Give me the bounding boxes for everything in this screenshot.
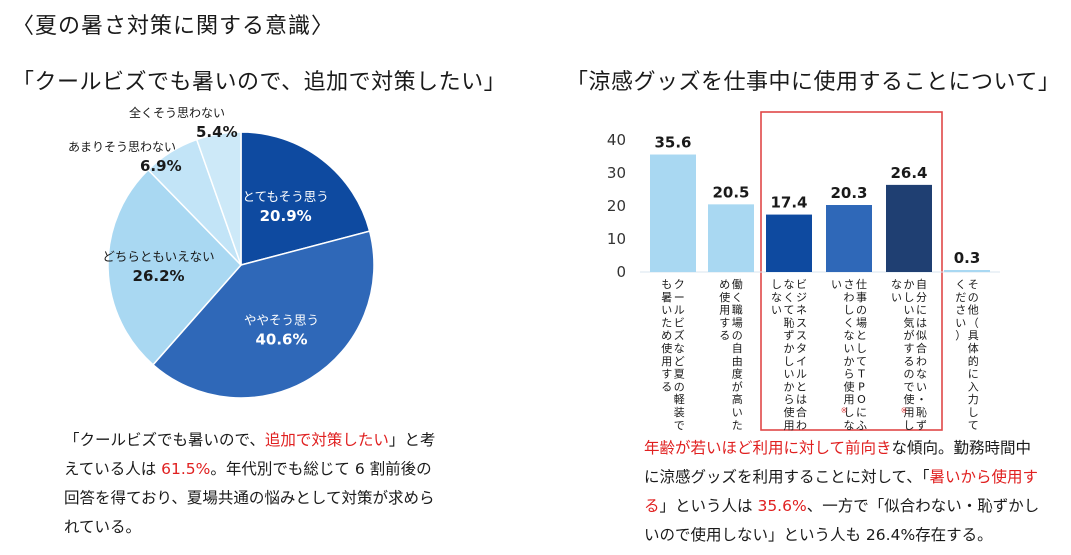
category-label: ビジネススタイルとは合わなくて恥ずかしいから使用しない bbox=[771, 278, 807, 432]
asterisk-mark: ※ bbox=[841, 406, 848, 415]
highlight-box bbox=[760, 111, 943, 431]
pie-slice-value: 6.9% bbox=[140, 157, 182, 175]
category-label: クールビズなど夏の軽装でも暑いため使用する bbox=[661, 278, 685, 432]
caption-highlight: 35.6% bbox=[757, 497, 807, 515]
pie-slice-label: とてもそう思う bbox=[243, 189, 329, 204]
y-tick-label: 30 bbox=[607, 164, 626, 182]
bar bbox=[766, 214, 812, 272]
pie-slice bbox=[151, 230, 375, 399]
category-label: 働く職場の自由度が高いため使用する bbox=[719, 278, 743, 432]
pie-slice-value: 5.4% bbox=[196, 123, 238, 141]
bar-value-label: 20.3 bbox=[830, 184, 867, 202]
bar bbox=[886, 184, 932, 272]
caption-text: 」という人は bbox=[659, 497, 758, 515]
caption-text: 、一方で「似合わない・恥ずかしいので使用しない」という人も 26.4%存在する。 bbox=[644, 497, 1040, 544]
category-label: その他（具体的に入力してください） bbox=[955, 278, 979, 432]
bar-chart-title: 「涼感グッズを仕事中に使用することについて」 bbox=[566, 70, 1061, 95]
bar-chart: 0 10 20 30 40 35.6 20.5 17.4 20.3 26.4 0.3 クールビズなど夏… bbox=[607, 111, 1000, 432]
pie-slice bbox=[195, 131, 242, 266]
pie-slice-label: 全くそう思わない bbox=[129, 105, 225, 120]
pie-slice bbox=[107, 168, 243, 366]
pie-chart-title: 「クールビズでも暑いので、追加で対策したい」 bbox=[12, 70, 507, 95]
pie-slice-label: あまりそう思わない bbox=[68, 140, 176, 154]
pie-slice bbox=[240, 131, 371, 266]
bar bbox=[708, 204, 754, 272]
y-tick-label: 0 bbox=[616, 263, 626, 281]
caption-text: 「クールビズでも暑いので、 bbox=[64, 431, 265, 449]
pie-slice-value: 26.2% bbox=[133, 267, 185, 285]
caption-highlight: 61.5% bbox=[161, 460, 211, 478]
category-label: 仕事の場として T P O にふさわしくないから使用しない bbox=[831, 278, 867, 432]
bar-value-label: 26.4 bbox=[890, 164, 927, 182]
caption-text: 。年代別でも総じて 6 割前後の回答を得ており、夏場共通の悩みとして対策が求めら… bbox=[64, 460, 435, 536]
caption-highlight: 追加で対策したい bbox=[264, 431, 389, 449]
caption-text: 」と考えている人は bbox=[64, 431, 436, 478]
bar-value-label: 17.4 bbox=[770, 194, 807, 212]
category-label: 自分には似合わない・恥ずかしい気がするので使用しない bbox=[891, 278, 927, 432]
caption-text: な傾向。勤務時間中に涼感グッズを利用することに対して、「 bbox=[644, 439, 1032, 486]
y-tick-label: 10 bbox=[607, 230, 626, 248]
pie-slice-value: 40.6% bbox=[255, 331, 307, 349]
bar bbox=[650, 154, 696, 272]
pie-chart: とてもそう思う 20.9% ややそう思う 40.6% どちらともいえない 26.2% あまり… bbox=[68, 105, 375, 399]
y-tick-label: 20 bbox=[607, 197, 626, 215]
bar-value-label: 20.5 bbox=[712, 183, 749, 201]
y-tick-label: 40 bbox=[607, 131, 626, 149]
asterisk-mark: ※ bbox=[901, 406, 908, 415]
bar-chart-caption: 年齢が若いほど利用に対して前向きな傾向。勤務時間中に涼感グッズを利用することに対… bbox=[644, 434, 1044, 550]
bar-value-label: 35.6 bbox=[654, 134, 691, 152]
page-heading: 〈夏の暑さ対策に関する意識〉 bbox=[12, 14, 335, 39]
pie-slice-label: ややそう思う bbox=[244, 313, 319, 328]
pie-chart-caption: 「クールビズでも暑いので、追加で対策したい」と考えている人は 61.5%。年代別… bbox=[64, 426, 444, 542]
bar bbox=[944, 270, 990, 272]
bar bbox=[826, 205, 872, 272]
bar-value-label: 0.3 bbox=[954, 249, 981, 267]
pie-slice-label: どちらともいえない bbox=[102, 249, 214, 264]
caption-highlight: 年齢が若いほど利用に対して前向き bbox=[644, 439, 892, 457]
caption-highlight: 暑いから使用する bbox=[644, 468, 1039, 515]
pie-slice-value: 20.9% bbox=[260, 207, 312, 225]
